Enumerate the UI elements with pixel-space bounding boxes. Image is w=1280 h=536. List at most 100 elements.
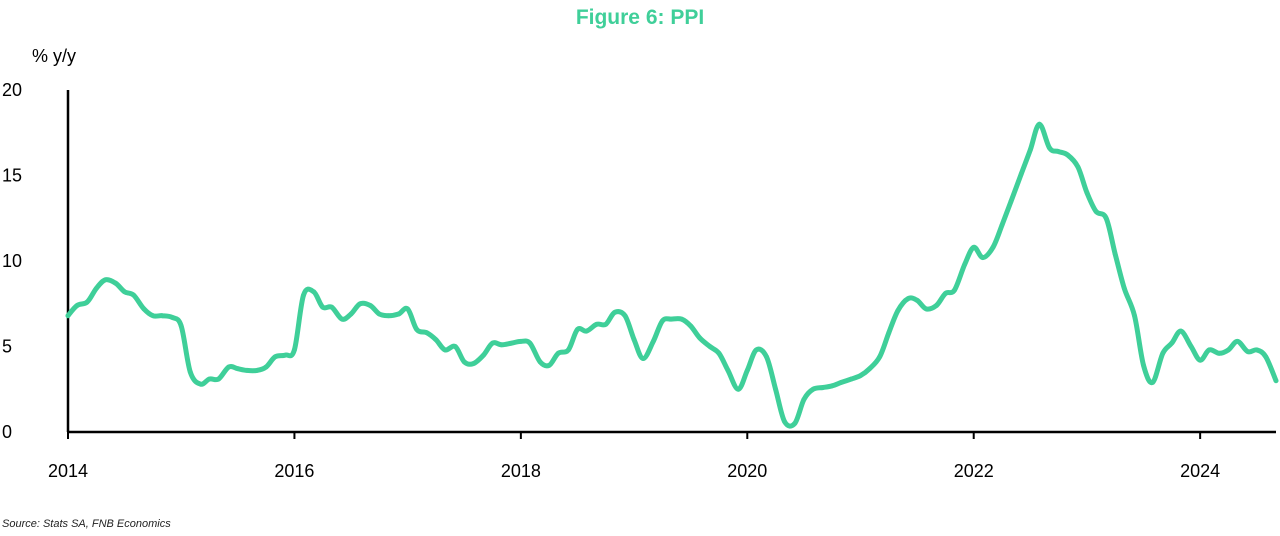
- data-point: [159, 313, 165, 319]
- x-tick-label: 2020: [727, 461, 767, 481]
- chart-title: Figure 6: PPI: [575, 6, 705, 29]
- data-point: [895, 308, 901, 313]
- data-point: [1150, 380, 1155, 385]
- data-point: [461, 359, 467, 365]
- data-point: [320, 304, 326, 310]
- data-point: [546, 362, 552, 368]
- data-point: [150, 313, 156, 319]
- data-point: [716, 350, 722, 356]
- data-point: [679, 316, 684, 322]
- data-point: [688, 323, 694, 329]
- data-point: [178, 323, 184, 329]
- data-point: [537, 359, 543, 365]
- data-point: [877, 354, 883, 360]
- data-point: [773, 386, 778, 392]
- data-point: [867, 366, 872, 372]
- data-point: [697, 335, 703, 341]
- data-point: [640, 356, 646, 361]
- data-point: [764, 354, 769, 360]
- data-point: [141, 306, 147, 312]
- data-point: [386, 313, 391, 319]
- data-point: [452, 344, 458, 349]
- x-tick-label: 2018: [501, 461, 541, 481]
- y-tick-label: 10: [2, 251, 22, 271]
- data-point: [1197, 357, 1203, 363]
- data-point: [1065, 152, 1071, 158]
- data-point: [971, 244, 977, 250]
- data-point: [1084, 190, 1090, 196]
- data-point: [103, 277, 108, 283]
- data-point: [1188, 344, 1194, 349]
- data-point: [272, 354, 278, 360]
- data-point: [566, 347, 571, 353]
- y-tick-label: 0: [2, 422, 12, 442]
- data-point: [396, 311, 401, 317]
- data-point: [952, 287, 957, 293]
- data-point: [1178, 328, 1184, 334]
- ppi-series-line: [65, 121, 1279, 429]
- data-point: [753, 347, 759, 353]
- data-point: [1037, 121, 1042, 127]
- data-point: [622, 313, 628, 319]
- data-point: [886, 330, 892, 336]
- data-point: [555, 350, 561, 356]
- data-point: [612, 309, 618, 315]
- data-point: [1008, 198, 1014, 204]
- data-point: [1263, 354, 1269, 360]
- data-point: [631, 337, 637, 343]
- data-point: [1132, 313, 1137, 319]
- data-point: [93, 286, 99, 291]
- data-point: [999, 222, 1005, 228]
- data-point: [207, 376, 212, 382]
- data-point: [339, 316, 345, 322]
- x-tick-label: 2022: [954, 461, 994, 481]
- data-point: [1273, 378, 1279, 384]
- data-point: [820, 385, 826, 390]
- data-point: [367, 303, 373, 308]
- y-axis-ticks: 0 5 10 15 20: [2, 80, 22, 442]
- data-point: [1160, 350, 1166, 356]
- data-point: [1047, 145, 1052, 151]
- y-tick-label: 15: [2, 166, 22, 186]
- data-point: [65, 313, 71, 319]
- data-point: [235, 366, 241, 372]
- data-point: [1121, 286, 1127, 291]
- data-point: [490, 340, 495, 346]
- data-point: [283, 352, 288, 358]
- ppi-data-points: [65, 121, 1279, 426]
- data-point: [725, 368, 731, 373]
- data-point: [244, 368, 250, 373]
- data-point: [84, 299, 90, 305]
- data-point: [509, 340, 515, 346]
- data-point: [405, 306, 410, 312]
- data-point: [348, 311, 354, 317]
- data-point: [934, 303, 939, 308]
- data-point: [1103, 215, 1109, 221]
- data-point: [838, 380, 844, 385]
- data-point: [216, 376, 222, 382]
- data-point: [254, 368, 260, 373]
- x-tick-label: 2014: [48, 461, 88, 481]
- data-point: [263, 364, 269, 370]
- data-point: [1075, 164, 1081, 170]
- data-point: [849, 376, 854, 382]
- data-point: [990, 244, 996, 250]
- data-point: [1169, 340, 1175, 346]
- data-point: [962, 262, 968, 267]
- data-point: [226, 364, 232, 370]
- source-note: Source: Stats SA, FNB Economics: [2, 518, 171, 530]
- data-point: [782, 419, 787, 425]
- y-tick-label: 20: [2, 80, 22, 100]
- data-point: [584, 328, 589, 334]
- data-point: [357, 301, 363, 307]
- data-point: [1245, 349, 1251, 354]
- data-point: [858, 373, 863, 378]
- y-tick-label: 5: [2, 337, 12, 357]
- data-point: [594, 321, 600, 327]
- data-point: [527, 340, 533, 346]
- data-point: [1254, 347, 1260, 353]
- data-point: [1112, 251, 1118, 257]
- x-tick-label: 2016: [274, 461, 314, 481]
- data-point: [131, 292, 137, 298]
